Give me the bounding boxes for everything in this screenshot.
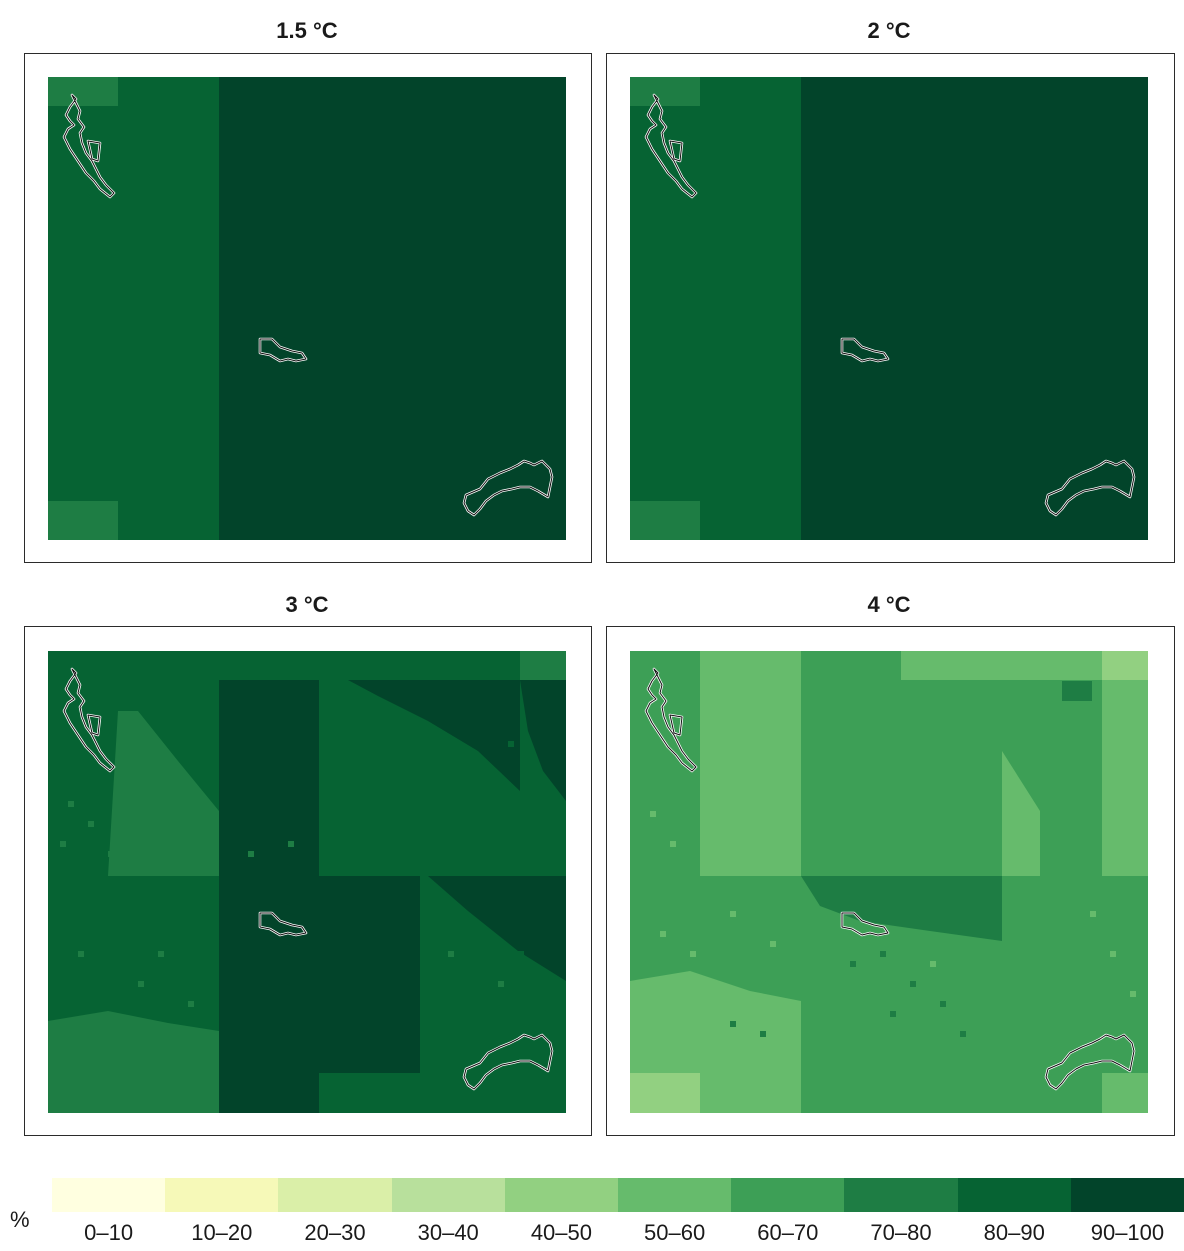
legend-swatch [844, 1178, 958, 1212]
legend-label: 50–60 [644, 1220, 706, 1245]
legend-label: 60–70 [757, 1220, 819, 1245]
panel-title-2: 2 °C [867, 18, 911, 43]
legend-swatch [618, 1178, 732, 1212]
legend-label: 90–100 [1090, 1220, 1165, 1245]
legend-label: 20–30 [304, 1220, 366, 1245]
legend-swatch [52, 1178, 166, 1212]
legend-unit: % [10, 1207, 30, 1232]
legend-label: 10–20 [191, 1220, 253, 1245]
legend-swatch [957, 1178, 1071, 1212]
legend-swatch [1070, 1178, 1184, 1212]
raster-map-3 [48, 651, 566, 1113]
raster-map-4 [630, 651, 1148, 1113]
legend-swatch [731, 1178, 845, 1212]
panel-title-4: 4 °C [867, 592, 911, 617]
legend-swatch [391, 1178, 505, 1212]
legend-swatch [165, 1178, 279, 1212]
legend-swatch [504, 1178, 619, 1212]
legend-label: 30–40 [417, 1220, 479, 1245]
legend-label: 40–50 [530, 1220, 592, 1245]
panel-title-1: 1.5 °C [276, 18, 338, 43]
legend-label: 0–10 [84, 1220, 134, 1245]
legend-swatch [278, 1178, 392, 1212]
legend-label: 70–80 [870, 1220, 932, 1245]
legend-color-bar [52, 1178, 1184, 1212]
panel-title-3: 3 °C [285, 592, 329, 617]
raster-map-2 [630, 77, 1148, 540]
raster-map-1 [48, 77, 566, 540]
legend-label: 80–90 [983, 1220, 1045, 1245]
legend-labels: 0–10 10–20 20–30 30–40 40–50 50–60 60–70… [52, 1220, 1184, 1246]
